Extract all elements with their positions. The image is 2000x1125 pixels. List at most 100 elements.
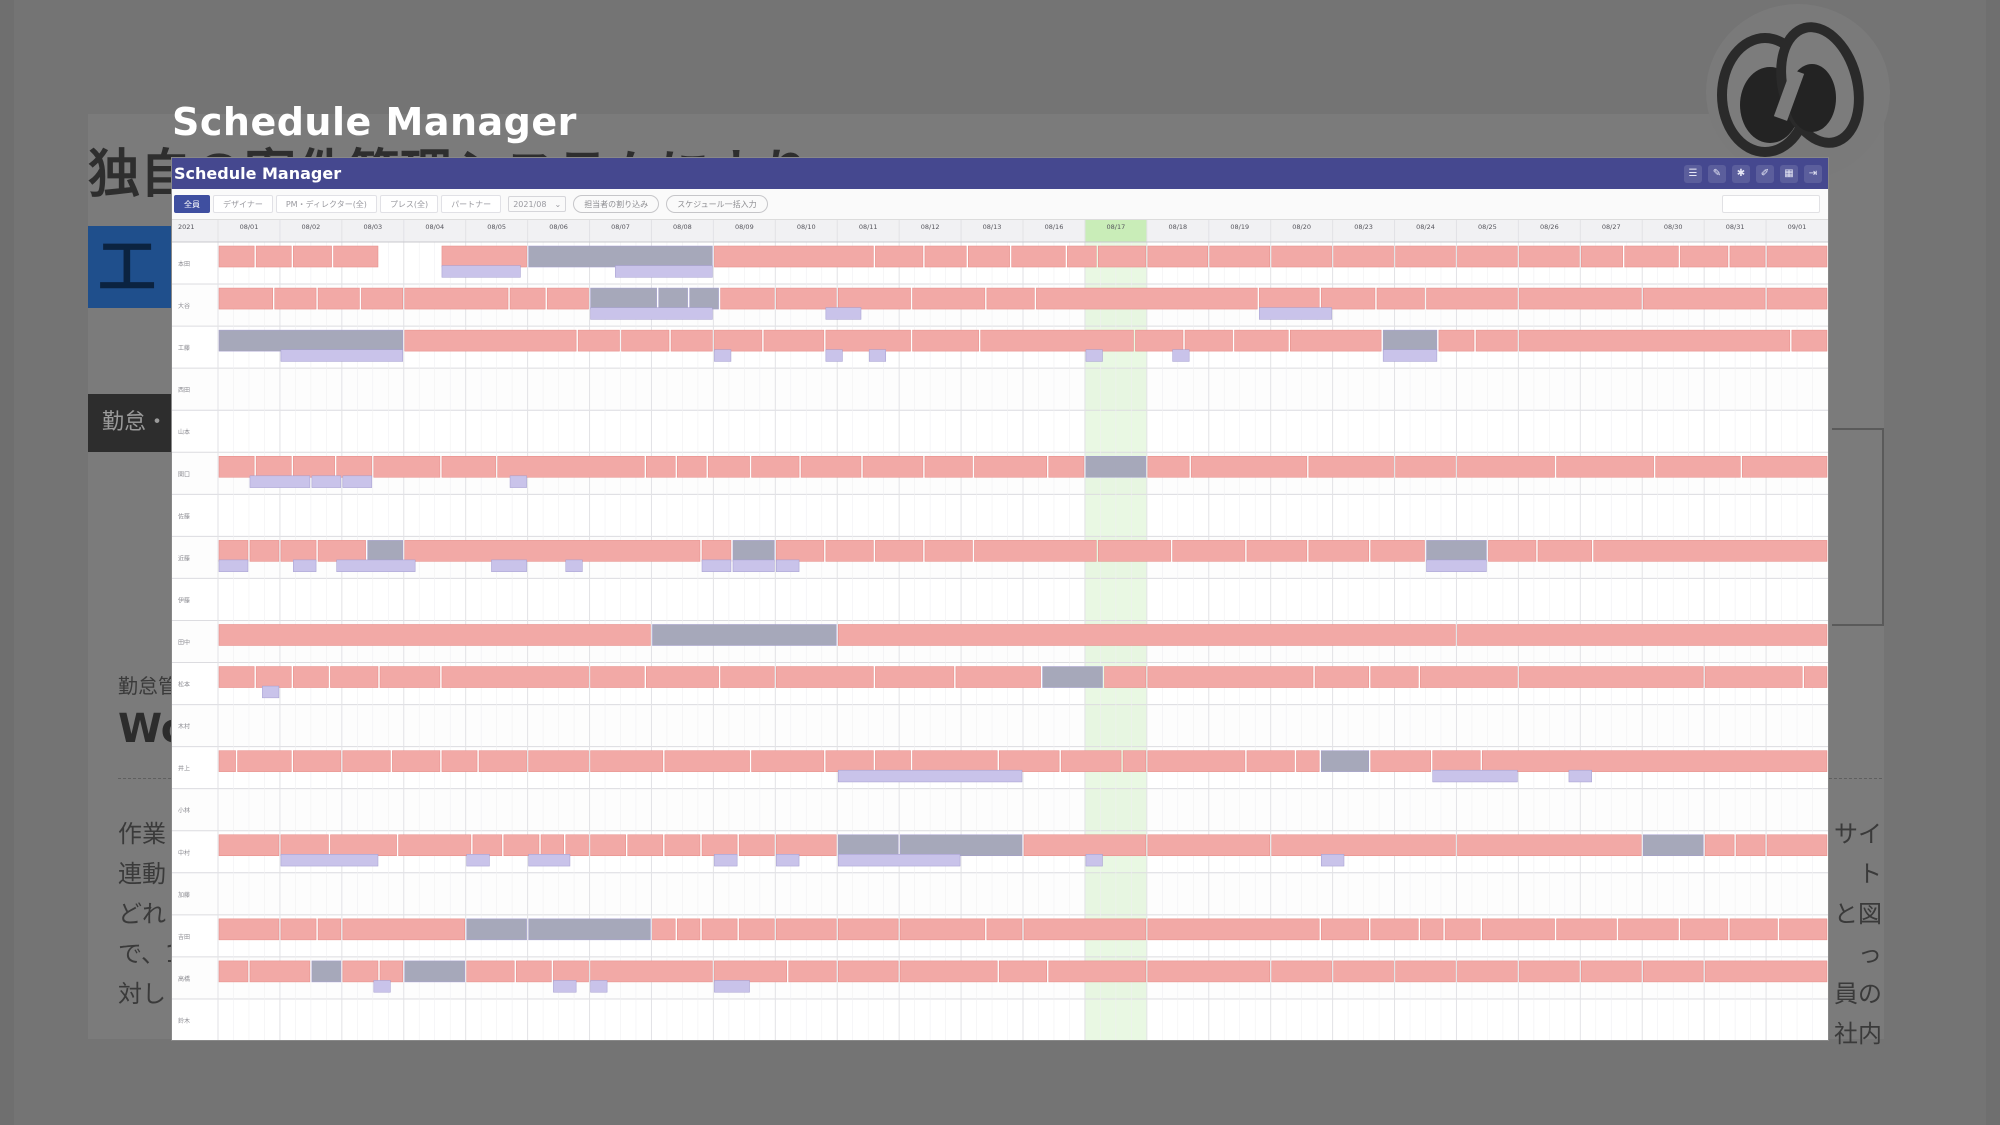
task-bar[interactable]: [280, 349, 404, 362]
task-bar[interactable]: [528, 245, 713, 268]
task-bar[interactable]: [1209, 245, 1270, 268]
assign-button[interactable]: 担当者の割り込み: [573, 195, 660, 213]
task-bar[interactable]: [1704, 834, 1735, 857]
task-bar[interactable]: [373, 456, 441, 478]
task-bar[interactable]: [1426, 540, 1487, 562]
task-bar[interactable]: [974, 540, 1097, 562]
task-bar[interactable]: [1438, 329, 1475, 352]
search-input[interactable]: [1722, 195, 1820, 213]
task-bar[interactable]: [1147, 750, 1246, 772]
task-bar[interactable]: [1444, 918, 1481, 941]
task-bar[interactable]: [590, 307, 713, 320]
task-bar[interactable]: [1481, 918, 1555, 941]
task-bar[interactable]: [293, 559, 317, 572]
task-bar[interactable]: [404, 960, 465, 983]
task-bar[interactable]: [776, 666, 874, 688]
task-bar[interactable]: [621, 329, 670, 352]
task-bar[interactable]: [1457, 245, 1518, 268]
task-bar[interactable]: [1320, 854, 1345, 867]
bulk-input-button[interactable]: スケジュール一括入力: [666, 195, 768, 213]
task-bar[interactable]: [1803, 666, 1828, 688]
task-bar[interactable]: [293, 666, 329, 688]
task-bar[interactable]: [968, 245, 1010, 268]
list-icon[interactable]: ☰: [1684, 164, 1702, 183]
task-bar[interactable]: [701, 918, 738, 941]
task-bar[interactable]: [218, 624, 651, 646]
task-bar[interactable]: [1519, 287, 1642, 310]
task-bar[interactable]: [1314, 666, 1370, 688]
task-bar[interactable]: [763, 329, 825, 352]
task-bar[interactable]: [218, 666, 255, 688]
task-bar[interactable]: [714, 349, 732, 362]
task-bar[interactable]: [1704, 666, 1803, 688]
task-bar[interactable]: [646, 666, 719, 688]
month-select[interactable]: 2021/08 ⌄: [508, 196, 567, 212]
task-bar[interactable]: [441, 265, 521, 278]
task-bar[interactable]: [1519, 329, 1791, 352]
task-bar[interactable]: [1333, 960, 1394, 983]
task-bar[interactable]: [1370, 750, 1431, 772]
task-bar[interactable]: [1370, 666, 1419, 688]
task-bar[interactable]: [1370, 918, 1419, 941]
task-bar[interactable]: [466, 960, 515, 983]
task-bar[interactable]: [1457, 456, 1555, 478]
task-bar[interactable]: [1568, 769, 1592, 783]
task-bar[interactable]: [249, 960, 311, 983]
task-bar[interactable]: [540, 834, 565, 857]
task-bar[interactable]: [701, 540, 732, 562]
task-bar[interactable]: [714, 980, 750, 993]
task-bar[interactable]: [590, 287, 657, 310]
task-bar[interactable]: [1190, 456, 1308, 478]
task-bar[interactable]: [274, 287, 317, 310]
task-bar[interactable]: [311, 960, 342, 983]
task-bar[interactable]: [998, 750, 1060, 772]
task-bar[interactable]: [1259, 287, 1320, 310]
task-bar[interactable]: [1085, 456, 1147, 478]
task-bar[interactable]: [732, 540, 775, 562]
settings-icon[interactable]: ✱: [1732, 164, 1750, 183]
task-bar[interactable]: [738, 834, 775, 857]
task-bar[interactable]: [1246, 750, 1295, 772]
task-bar[interactable]: [627, 834, 664, 857]
task-bar[interactable]: [615, 265, 713, 278]
task-bar[interactable]: [1098, 540, 1171, 562]
task-bar[interactable]: [912, 329, 979, 352]
task-bar[interactable]: [1519, 245, 1580, 268]
task-bar[interactable]: [837, 624, 1456, 646]
task-bar[interactable]: [875, 750, 911, 772]
task-bar[interactable]: [899, 960, 998, 983]
task-bar[interactable]: [317, 918, 342, 941]
expand-icon[interactable]: ⇥: [1804, 164, 1822, 183]
task-bar[interactable]: [776, 854, 800, 867]
task-bar[interactable]: [1382, 349, 1438, 362]
task-bar[interactable]: [1011, 245, 1066, 268]
task-bar[interactable]: [1333, 245, 1394, 268]
task-bar[interactable]: [837, 854, 961, 867]
task-bar[interactable]: [466, 854, 490, 867]
task-bar[interactable]: [676, 918, 701, 941]
task-bar[interactable]: [404, 540, 701, 562]
task-bar[interactable]: [441, 245, 527, 268]
task-bar[interactable]: [311, 475, 342, 488]
task-bar[interactable]: [577, 329, 620, 352]
task-bar[interactable]: [652, 918, 676, 941]
task-bar[interactable]: [1147, 960, 1270, 983]
filter-tab-partner[interactable]: パートナー: [441, 195, 502, 213]
task-bar[interactable]: [1135, 329, 1184, 352]
task-bar[interactable]: [1426, 287, 1518, 310]
task-bar[interactable]: [899, 918, 986, 941]
task-bar[interactable]: [1642, 287, 1766, 310]
task-bar[interactable]: [218, 750, 236, 772]
task-bar[interactable]: [1537, 540, 1592, 562]
task-bar[interactable]: [441, 456, 496, 478]
task-bar[interactable]: [646, 456, 676, 478]
task-bar[interactable]: [998, 960, 1048, 983]
task-bar[interactable]: [1048, 456, 1085, 478]
task-bar[interactable]: [472, 834, 503, 857]
task-bar[interactable]: [361, 287, 404, 310]
task-bar[interactable]: [924, 540, 973, 562]
task-bar[interactable]: [1457, 834, 1642, 857]
task-bar[interactable]: [1556, 918, 1617, 941]
task-bar[interactable]: [825, 349, 843, 362]
task-bar[interactable]: [392, 750, 441, 772]
